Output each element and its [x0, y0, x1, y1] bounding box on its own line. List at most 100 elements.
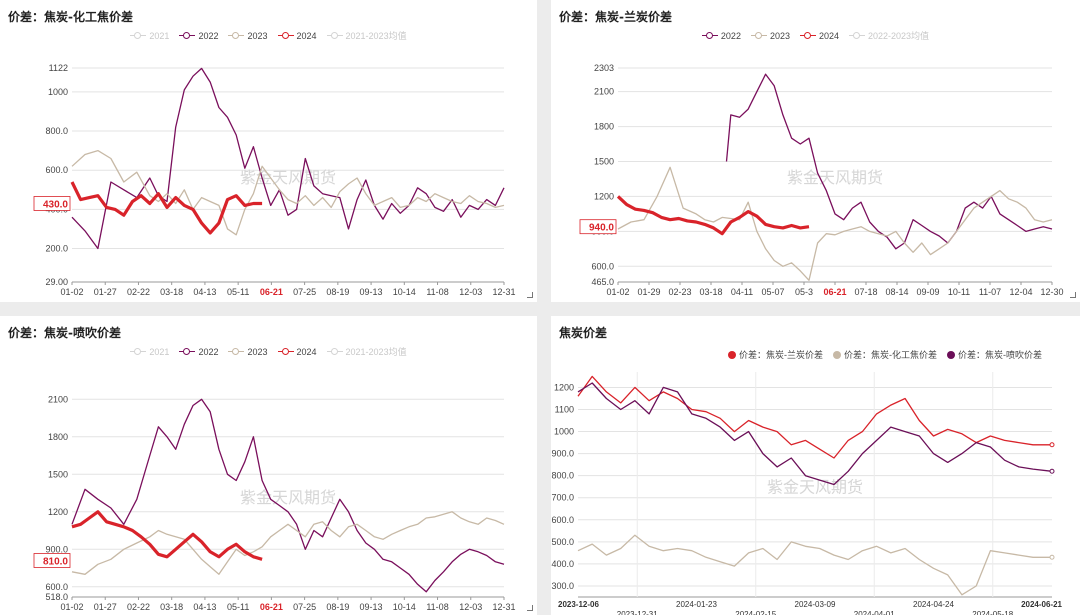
x-tick-label: 11-08	[426, 602, 448, 612]
y-tick-label: 2303	[594, 63, 614, 73]
y-tick-label: 1000	[48, 87, 68, 97]
chart-panel-coke-chemical: 价差：焦炭-化工焦价差 2021 2022 2023 2024 2021-202…	[0, 0, 537, 302]
x-tick-label: 07-25	[293, 287, 316, 297]
y-tick-label: 400.0	[551, 559, 574, 569]
legend-line-icon	[277, 348, 294, 355]
x-tick-label: 06-21	[260, 287, 283, 297]
y-tick-label: 1122	[49, 63, 68, 73]
legend-line-icon	[277, 32, 294, 39]
y-tick-label: 29.00	[45, 277, 68, 287]
x-tick-label: 01-02	[60, 602, 83, 612]
series-end-marker	[1049, 554, 1055, 560]
x-tick-label: 05-3	[795, 287, 813, 297]
current-value-badge	[579, 219, 617, 235]
series-line-s0[interactable]	[577, 375, 1052, 459]
x-tick-label: 09-09	[916, 287, 939, 297]
y-tick-label: 500.0	[551, 537, 574, 547]
current-value-badge	[33, 196, 71, 211]
legend-item-2021[interactable]: 2021	[130, 345, 169, 358]
resize-handle-icon[interactable]	[527, 292, 533, 298]
x-tick-label: 02-22	[127, 287, 150, 297]
line-chart-coke-spreads: 300.0 400.0 500.0 600.0 700.0 800.0 900.0 1000 1…	[551, 372, 1063, 615]
line-chart-coke-chemical: 29.00200.0400.0600.0800.01000112201-0201…	[33, 63, 516, 297]
x-tick-label: 04-13	[193, 287, 216, 297]
series-end-marker	[1049, 442, 1055, 448]
y-tick-label: 600.0	[45, 582, 68, 592]
legend-item-2022[interactable]: 2022	[701, 29, 741, 42]
legend-item-average[interactable]: 2021-2023均值	[326, 345, 407, 358]
legend-item-2024[interactable]: 2024	[277, 345, 317, 358]
y-tick-label: 1500	[48, 469, 68, 479]
legend-item-pci-spread[interactable]: 价差：焦炭-喷吹价差	[947, 348, 1042, 361]
series-line-2023[interactable]	[71, 511, 505, 575]
x-tick-label: 2023-12-06	[558, 600, 599, 609]
x-tick-label: 03-18	[160, 287, 183, 297]
resize-handle-icon[interactable]	[527, 605, 533, 611]
legend-dot-icon	[833, 350, 841, 359]
legend-item-2023[interactable]: 2023	[750, 29, 790, 42]
legend-item-2022[interactable]: 2022	[179, 345, 218, 358]
series-line-s2[interactable]	[577, 382, 1053, 486]
x-tick-label: 10-14	[393, 602, 416, 612]
x-tick-label: 05-11	[227, 602, 249, 612]
y-tick-label: 700.0	[551, 493, 574, 503]
x-tick-label: 2024-04-01	[854, 610, 895, 615]
x-tick-label: 11-08	[426, 287, 448, 297]
y-tick-label: 900.0	[551, 449, 574, 459]
legend-item-semicoke-spread[interactable]: 价差：焦炭-兰炭价差	[728, 348, 823, 361]
series-line-2024[interactable]	[616, 195, 810, 236]
x-tick-label: 09-13	[360, 602, 383, 612]
x-tick-label: 06-21	[823, 287, 846, 297]
x-tick-label: 08-19	[326, 602, 349, 612]
y-tick-label: 1800	[48, 432, 68, 442]
y-tick-label: 518.0	[45, 592, 68, 602]
legend-item-2024[interactable]: 2024	[799, 29, 839, 42]
x-tick-label: 01-29	[637, 287, 660, 297]
x-tick-label: 01-27	[94, 602, 117, 612]
y-tick-label: 1200	[48, 507, 68, 517]
chart-legend: 2021 2022 2023 2024 2021-2023均值	[0, 345, 537, 358]
legend-item-average[interactable]: 2022-2023均值	[849, 29, 929, 42]
x-tick-label: 12-03	[459, 602, 482, 612]
legend-line-icon	[179, 348, 196, 355]
legend-item-2023[interactable]: 2023	[228, 29, 268, 42]
series-line-2022[interactable]	[71, 398, 505, 593]
legend-item-2022[interactable]: 2022	[179, 29, 218, 42]
legend-line-icon	[326, 32, 343, 39]
chart-legend: 2022 2023 2024 2022-2023均值	[551, 29, 1080, 42]
y-tick-label: 600.0	[45, 165, 68, 175]
legend-item-2024[interactable]: 2024	[277, 29, 317, 42]
series-line-2022[interactable]	[71, 67, 505, 250]
legend-item-chemical-spread[interactable]: 价差：焦炭-化工焦价差	[833, 348, 937, 361]
legend-item-average[interactable]: 2021-2023均值	[326, 29, 407, 42]
y-tick-label: 300.0	[551, 581, 574, 591]
x-tick-label: 07-18	[854, 287, 877, 297]
y-tick-label: 200.0	[45, 244, 68, 254]
resize-handle-icon[interactable]	[1070, 292, 1076, 298]
x-tick-label: 12-04	[1009, 287, 1032, 297]
x-tick-label: 08-19	[326, 287, 349, 297]
series-line-s1[interactable]	[577, 534, 1052, 596]
legend-item-2021[interactable]: 2021	[130, 29, 169, 42]
legend-line-icon	[701, 32, 718, 39]
legend-item-2023[interactable]: 2023	[228, 345, 268, 358]
legend-line-icon	[799, 32, 816, 39]
y-tick-label: 600.0	[591, 261, 614, 271]
x-tick-label: 2024-05-18	[972, 610, 1013, 615]
x-tick-label: 2023-12-31	[617, 610, 658, 615]
legend-line-icon	[228, 32, 245, 39]
series-line-2022[interactable]	[725, 73, 1053, 250]
legend-line-icon	[849, 32, 866, 39]
x-tick-label: 11-07	[979, 287, 1001, 297]
series-line-2024[interactable]	[71, 510, 263, 561]
watermark: 紫金天风期货	[240, 168, 336, 187]
series-line-2023[interactable]	[71, 149, 505, 236]
current-value-label: 810.0	[43, 557, 68, 568]
x-tick-label: 06-21	[260, 602, 283, 612]
current-value-badge	[33, 553, 71, 568]
x-tick-label: 2024-04-24	[913, 600, 954, 609]
series-line-2024[interactable]	[70, 181, 263, 235]
series-line-2023[interactable]	[617, 166, 1053, 281]
x-tick-label: 2024-06-21	[1021, 600, 1062, 609]
